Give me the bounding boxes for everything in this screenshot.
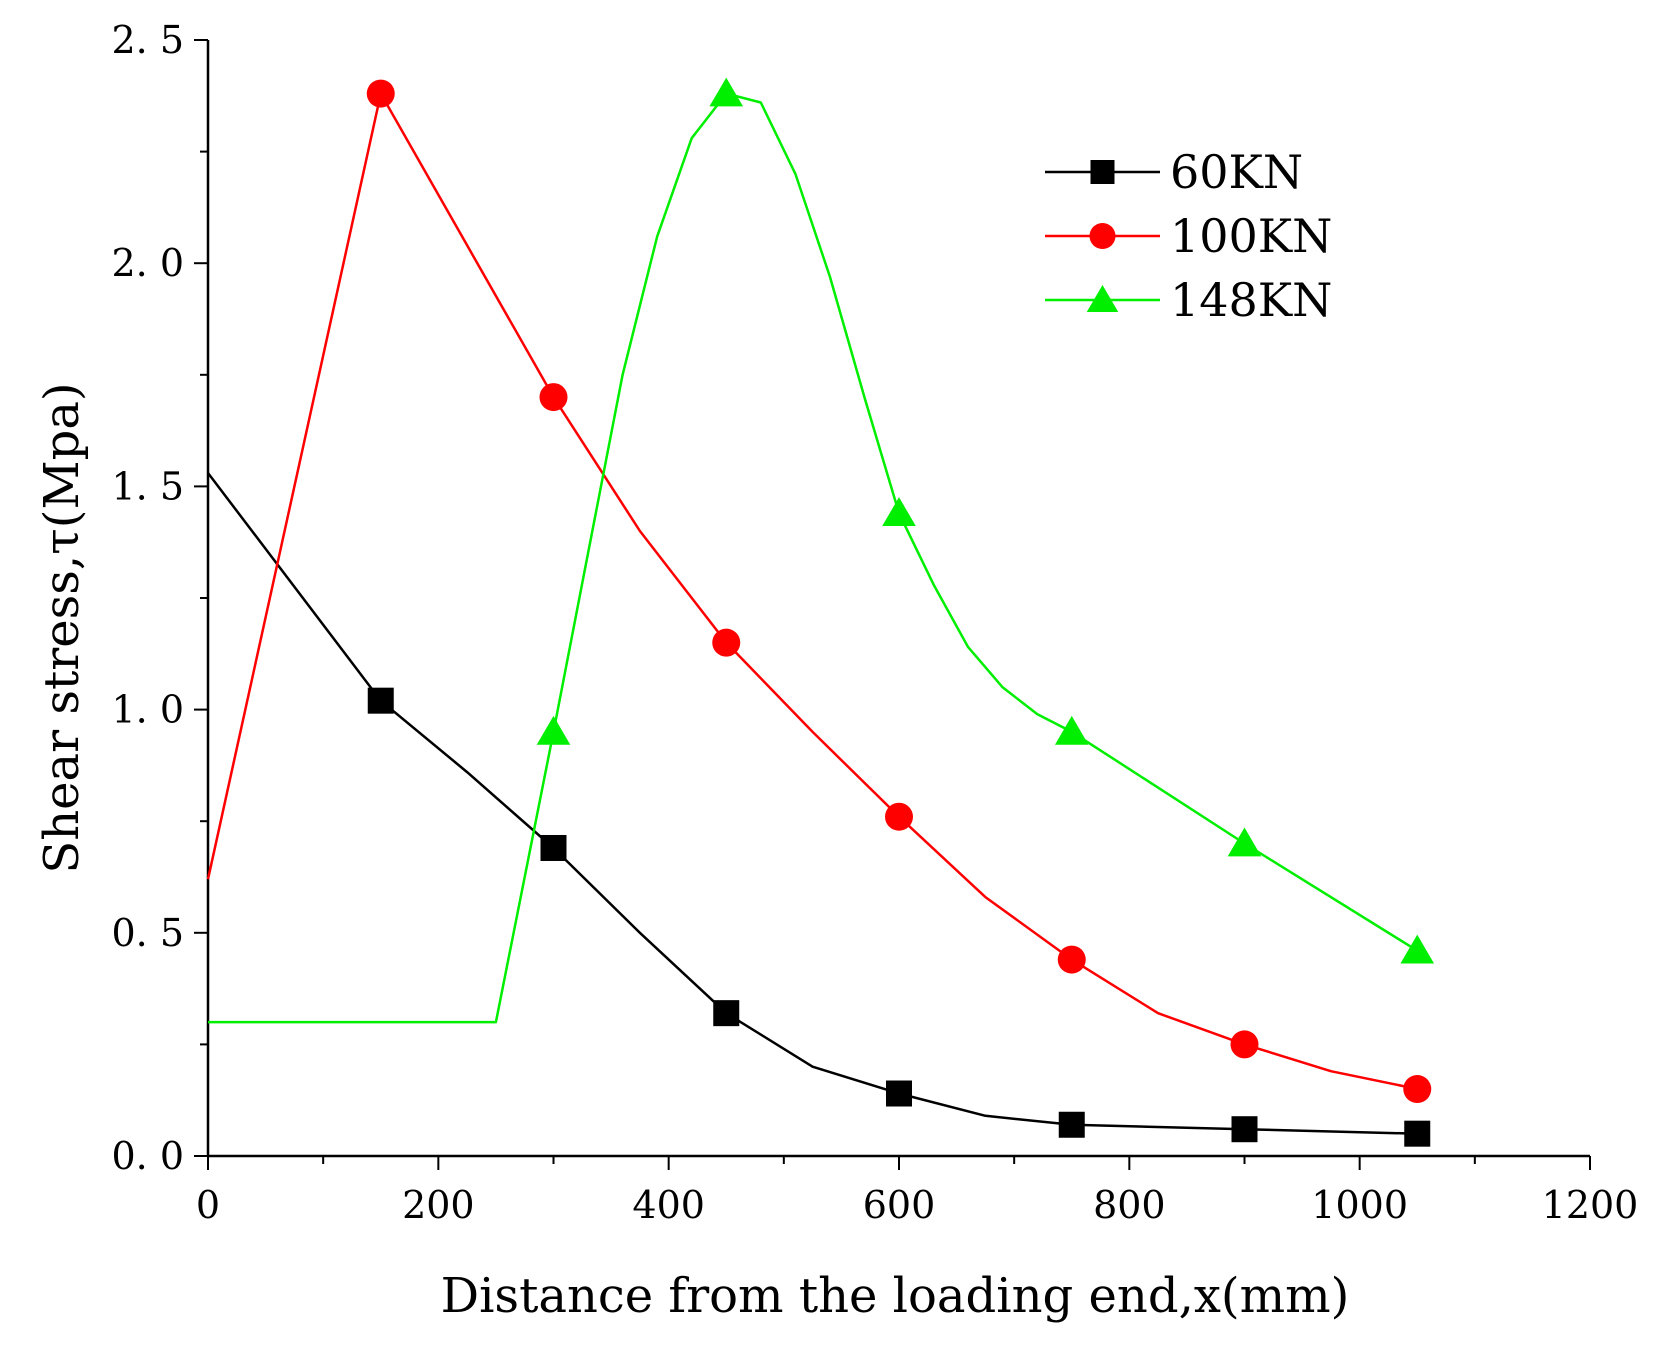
data-point-100KN — [366, 79, 395, 108]
legend-label-100KN: 100KN — [1170, 209, 1332, 263]
axes: 0 200 400 600 800 1000 1200 0. 0 0. 5 1. 0 1. 5 2. … — [111, 18, 1638, 1227]
data-point-148KN — [536, 715, 571, 745]
data-point-148KN — [709, 77, 744, 107]
legend: 60KN 100KN 148KN — [1045, 145, 1332, 327]
data-point-60KN — [886, 1080, 912, 1107]
data-point-148KN — [1054, 715, 1089, 745]
legend-marker-148KN — [1086, 285, 1119, 312]
y-tick-label: 2. 5 — [111, 18, 184, 62]
legend-label-60KN: 60KN — [1170, 145, 1303, 199]
y-axis-title: Shear stress,τ(Mpa) — [34, 382, 90, 873]
x-tick-label: 200 — [402, 1183, 475, 1227]
x-tick-label: 600 — [863, 1183, 936, 1227]
series-100KN — [206, 79, 1432, 1104]
x-tick-label: 0 — [196, 1183, 220, 1227]
y-tick-label: 1. 5 — [111, 464, 184, 508]
y-tick-label: 0. 5 — [111, 911, 184, 955]
data-point-60KN — [1404, 1120, 1431, 1147]
x-tick-label: 1200 — [1542, 1183, 1639, 1227]
data-point-148KN — [1400, 934, 1435, 964]
legend-marker-60KN — [1090, 160, 1115, 184]
x-tick-label: 800 — [1093, 1183, 1166, 1227]
legend-marker-100KN — [1089, 223, 1116, 249]
data-point-60KN — [713, 1000, 740, 1027]
legend-label-148KN: 148KN — [1170, 273, 1332, 327]
series-line-148KN — [208, 92, 1418, 1024]
x-axis-title: Distance from the loading end,x(mm) — [441, 1268, 1350, 1324]
series-group — [206, 77, 1435, 1147]
data-point-100KN — [539, 383, 568, 412]
data-point-60KN — [540, 834, 567, 861]
series-line-100KN — [206, 92, 1418, 1091]
data-point-100KN — [1057, 945, 1086, 974]
y-tick-label: 0. 0 — [111, 1134, 184, 1178]
data-point-60KN — [367, 687, 394, 714]
x-tick-label: 1000 — [1311, 1183, 1408, 1227]
data-point-148KN — [882, 497, 916, 526]
series-60KN — [207, 472, 1431, 1147]
y-tick-label: 2. 0 — [111, 241, 184, 285]
series-148KN — [208, 77, 1435, 1024]
data-point-60KN — [1058, 1111, 1085, 1138]
data-point-100KN — [1230, 1030, 1259, 1059]
y-tick-label: 1. 0 — [111, 688, 184, 732]
data-point-100KN — [1403, 1075, 1432, 1104]
data-point-60KN — [1231, 1116, 1258, 1143]
data-point-100KN — [885, 802, 913, 831]
data-point-148KN — [1227, 827, 1262, 857]
x-tick-label: 400 — [632, 1183, 705, 1227]
data-point-100KN — [712, 628, 741, 657]
series-line-60KN — [207, 472, 1418, 1135]
